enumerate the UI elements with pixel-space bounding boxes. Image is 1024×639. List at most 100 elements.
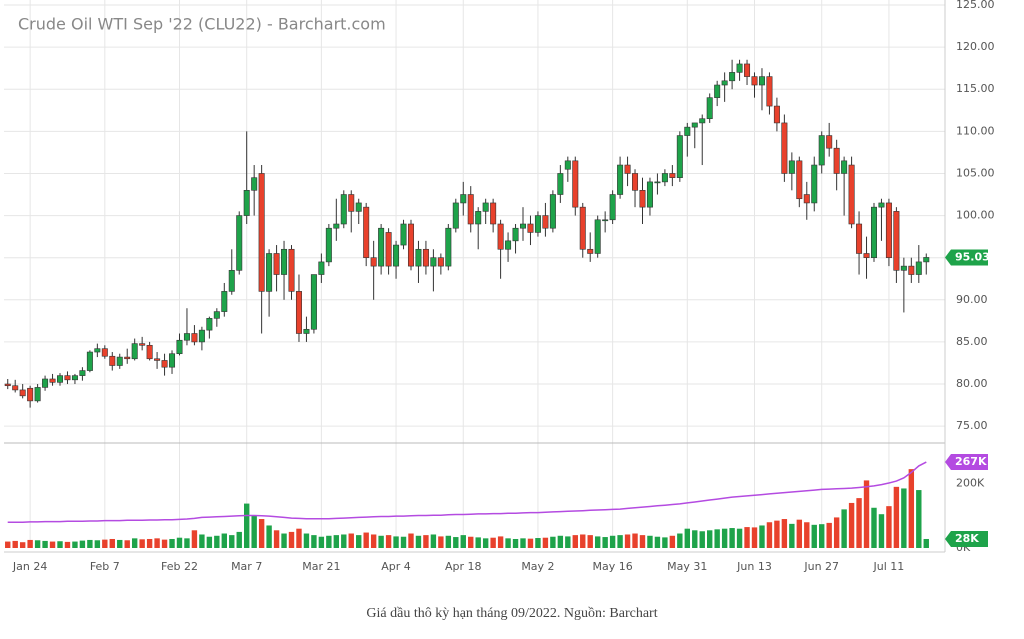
volume-bar	[826, 522, 832, 548]
candle-body	[295, 291, 302, 334]
volume-bar	[916, 490, 922, 548]
candle-body	[49, 378, 56, 383]
candle-body	[885, 202, 892, 258]
candle-body	[617, 164, 624, 195]
x-tick-label: Apr 18	[445, 560, 482, 573]
candle-body	[497, 223, 504, 250]
candle-body	[520, 223, 527, 229]
candle-body	[826, 135, 833, 149]
volume-bar	[632, 533, 638, 548]
candle-body	[393, 244, 400, 267]
x-tick-label: Jan 24	[12, 560, 47, 573]
candle-body	[12, 385, 19, 391]
candle-body	[863, 253, 870, 258]
candle-body	[721, 80, 728, 86]
y-tick-label: 100.00	[956, 209, 995, 222]
volume-bar	[490, 537, 496, 548]
candle-body	[811, 164, 818, 204]
volume-bar	[699, 531, 705, 548]
candle-body	[340, 194, 347, 225]
volume-bar	[281, 533, 287, 548]
volume-bar	[557, 535, 564, 548]
volume-bar	[721, 528, 728, 548]
volume-bar	[176, 537, 183, 548]
candle-body	[841, 160, 848, 174]
x-tick-label: Mar 7	[231, 560, 262, 573]
x-tick-label: Jun 27	[803, 560, 839, 573]
volume-bar	[781, 519, 788, 548]
volume-bar	[385, 535, 392, 548]
candle-body	[385, 232, 392, 267]
candle-body	[445, 227, 452, 267]
candle-body	[176, 339, 183, 355]
volume-bar	[423, 535, 429, 548]
candle-body	[505, 240, 512, 250]
candle-body	[527, 223, 534, 233]
volume-bar	[370, 534, 377, 548]
candle-body	[258, 173, 265, 292]
candle-body	[781, 122, 788, 174]
candle-body	[288, 248, 295, 292]
y-tick-label: 115.00	[956, 82, 995, 95]
volume-bar	[124, 540, 130, 548]
candle-body	[467, 194, 474, 225]
candle-body	[744, 63, 751, 77]
last-volume-badge	[945, 530, 988, 547]
volume-bar	[303, 533, 310, 548]
last-price-label: 95.03	[955, 250, 990, 263]
volume-bar	[94, 540, 101, 548]
volume-bar	[64, 541, 71, 548]
volume-bar	[206, 536, 213, 548]
x-tick-label: May 2	[521, 560, 554, 573]
last-volume-label: 28K	[955, 532, 979, 545]
volume-bar	[587, 535, 593, 548]
volume-bar	[288, 531, 295, 548]
volume-bar	[796, 519, 803, 548]
candle-body	[549, 194, 556, 229]
volume-bar	[901, 488, 907, 548]
volume-bar	[804, 522, 810, 548]
candle-body	[624, 164, 631, 174]
y-tick-label: 110.00	[956, 124, 995, 137]
volume-bar	[199, 534, 205, 548]
candle-body	[407, 223, 414, 267]
candle-body	[632, 173, 639, 191]
volume-bar	[714, 529, 720, 548]
candle-body	[116, 356, 123, 366]
volume-bar	[871, 507, 877, 548]
volume-bar	[214, 535, 220, 548]
volume-bar	[848, 502, 855, 548]
candle-body	[355, 202, 362, 212]
candle-body	[154, 358, 161, 361]
candle-body	[512, 227, 519, 242]
volume-bar	[184, 538, 190, 548]
volume-bar	[251, 515, 257, 548]
volume-bar	[393, 536, 399, 548]
volume-bar	[296, 528, 302, 548]
candle-body	[676, 135, 683, 178]
volume-bar	[580, 534, 586, 548]
volume-bar	[79, 540, 86, 548]
volume-bar	[266, 525, 272, 548]
volume-bar	[19, 542, 26, 548]
volume-bar	[311, 535, 317, 548]
volume-bar	[244, 503, 250, 548]
candle-body	[251, 177, 258, 191]
candle-body	[437, 257, 444, 267]
volume-bar	[191, 530, 198, 548]
candle-body	[646, 181, 653, 208]
y-tick-label: 105.00	[956, 166, 995, 179]
candle-body	[788, 160, 795, 174]
candle-body	[206, 318, 213, 331]
candle-body	[139, 343, 146, 346]
volume-bar	[475, 537, 481, 548]
candle-body	[94, 348, 101, 353]
candle-body	[198, 329, 205, 343]
candle-body	[4, 383, 11, 387]
candle-body	[893, 211, 900, 271]
candle-body	[430, 257, 437, 267]
volume-bar	[789, 523, 795, 548]
volume-bar	[527, 538, 534, 548]
candle-body	[534, 215, 541, 233]
